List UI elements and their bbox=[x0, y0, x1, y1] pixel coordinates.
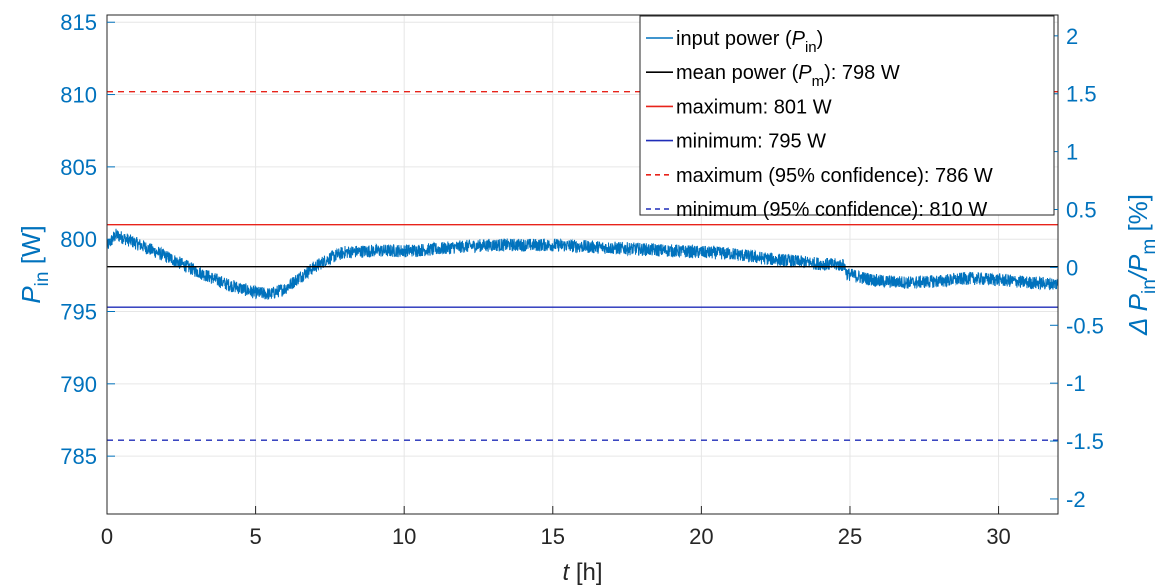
legend-box bbox=[639, 15, 1055, 216]
legend-label: maximum: 801 W bbox=[676, 96, 832, 118]
y-left-tick-label: 795 bbox=[60, 300, 97, 325]
y-left-tick-label: 810 bbox=[60, 83, 97, 108]
legend-label: input power (Pin) bbox=[676, 28, 823, 56]
x-tick-label: 20 bbox=[689, 524, 713, 549]
legend-label: mean power (Pm): 798 W bbox=[676, 62, 900, 90]
y-right-tick-label: 0.5 bbox=[1066, 198, 1097, 223]
y-right-tick-label: -1.5 bbox=[1066, 429, 1104, 454]
ticks: 0 5 10 15 20 25 30785790795800805810815-2-1.5-… bbox=[60, 10, 1104, 549]
y-left-tick-label: 785 bbox=[60, 444, 97, 469]
y-right-tick-label: 1.5 bbox=[1066, 82, 1097, 107]
legend-label: minimum: 795 W bbox=[676, 131, 826, 153]
x-tick-label: 5 bbox=[249, 524, 261, 549]
y-right-tick-label: -0.5 bbox=[1066, 313, 1104, 338]
y-right-tick-label: 1 bbox=[1066, 140, 1078, 165]
y-left-axis-label: Pin [W] bbox=[16, 225, 53, 303]
legend-label: minimum (95% confidence): 810 W bbox=[676, 199, 987, 221]
x-tick-label: 25 bbox=[838, 524, 862, 549]
legend: input power (Pin) mean power (Pm): 798 W m… bbox=[639, 15, 1055, 221]
y-right-tick-label: -2 bbox=[1066, 487, 1086, 512]
x-tick-label: 30 bbox=[986, 524, 1010, 549]
y-left-tick-label: 815 bbox=[60, 10, 97, 35]
input-power-line bbox=[106, 228, 1059, 300]
y-left-tick-label: 805 bbox=[60, 155, 97, 180]
plot-frame bbox=[106, 14, 1059, 515]
y-left-tick-label: 790 bbox=[60, 372, 97, 397]
x-tick-label: 15 bbox=[541, 524, 565, 549]
y-right-tick-label: -1 bbox=[1066, 371, 1086, 396]
y-left-tick-label: 800 bbox=[60, 227, 97, 252]
axis-labels: t [h] Pin [W] Δ Pin/Pm [%] bbox=[16, 194, 1160, 586]
y-right-tick-label: 2 bbox=[1066, 24, 1078, 49]
y-right-axis-label: Δ Pin/Pm [%] bbox=[1123, 194, 1160, 336]
y-right-tick-label: 0 bbox=[1066, 255, 1078, 280]
x-tick-label: 0 bbox=[101, 524, 113, 549]
legend-label: maximum (95% confidence): 786 W bbox=[676, 165, 993, 187]
x-tick-label: 10 bbox=[392, 524, 416, 549]
x-axis-label: t [h] bbox=[562, 559, 602, 586]
